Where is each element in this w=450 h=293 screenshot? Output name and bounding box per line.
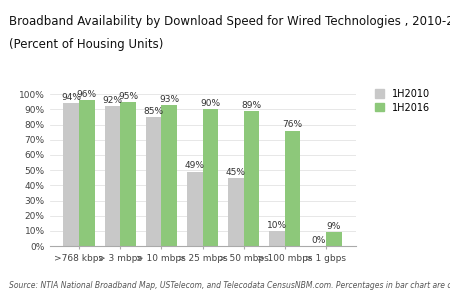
Text: 85%: 85% — [144, 107, 164, 116]
Text: 96%: 96% — [77, 90, 97, 99]
Bar — [79, 100, 94, 246]
Text: 45%: 45% — [226, 168, 246, 177]
Bar — [146, 117, 162, 246]
Bar — [202, 109, 218, 246]
Bar — [243, 111, 259, 246]
Legend: 1H2010, 1H2016: 1H2010, 1H2016 — [373, 87, 432, 115]
Text: 0%: 0% — [311, 236, 325, 245]
Text: Source: NTIA National Broadband Map, USTelecom, and Telecodata CensusNBM.com. Pe: Source: NTIA National Broadband Map, UST… — [9, 281, 450, 290]
Text: 9%: 9% — [327, 222, 341, 231]
Text: 90%: 90% — [200, 99, 220, 108]
Text: 49%: 49% — [184, 161, 205, 171]
Bar — [63, 103, 79, 246]
Bar — [104, 106, 120, 246]
Bar — [187, 172, 202, 246]
Text: 92%: 92% — [103, 96, 122, 105]
Text: 93%: 93% — [159, 95, 179, 104]
Bar — [326, 232, 342, 246]
Text: Broadband Availability by Download Speed for Wired Technologies , 2010-2016: Broadband Availability by Download Speed… — [9, 15, 450, 28]
Text: (Percent of Housing Units): (Percent of Housing Units) — [9, 38, 163, 51]
Text: 95%: 95% — [118, 92, 138, 100]
Bar — [162, 105, 177, 246]
Bar — [120, 102, 136, 246]
Text: 10%: 10% — [267, 221, 287, 230]
Text: 76%: 76% — [283, 120, 303, 130]
Bar — [228, 178, 243, 246]
Text: 89%: 89% — [241, 101, 261, 110]
Bar — [269, 231, 285, 246]
Text: 94%: 94% — [61, 93, 81, 102]
Bar — [285, 131, 301, 246]
